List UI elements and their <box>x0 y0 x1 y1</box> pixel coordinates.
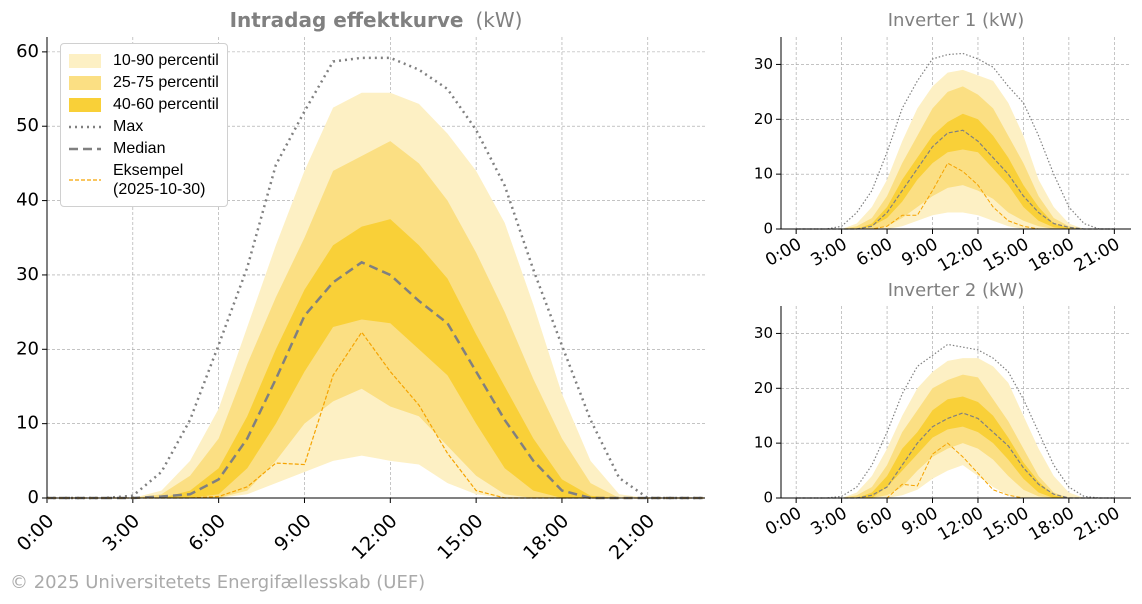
series-line <box>47 260 705 500</box>
legend-label: 10-90 percentil <box>113 52 219 69</box>
title-unit: (kW) <box>475 8 522 32</box>
legend-label: 25-75 percentil <box>113 74 219 91</box>
x-tick-label: 18:00 <box>1025 234 1077 276</box>
x-tick-label: 9:00 <box>270 510 316 556</box>
y-tick-label: 50 <box>16 115 39 136</box>
x-tick-label: 15:00 <box>980 234 1032 276</box>
x-tick-label: 6:00 <box>184 510 230 556</box>
title-main: Inverter 2 (kW) <box>888 280 1025 301</box>
legend-swatch <box>69 125 101 128</box>
y-tick-label: 30 <box>754 324 773 342</box>
x-tick-label: 6:00 <box>853 234 896 270</box>
swatch <box>69 75 101 90</box>
x-tick-label: 0:00 <box>762 503 805 539</box>
x-tick-label: 15:00 <box>980 503 1032 545</box>
legend-item: Median <box>67 139 219 158</box>
legend-item: Eksempel (2025-10-30) <box>67 161 219 199</box>
y-tick-label: 60 <box>16 41 39 62</box>
y-tick-label: 10 <box>754 165 773 183</box>
series-line <box>796 412 1115 499</box>
swatch <box>69 53 101 68</box>
title-main: Intradag effektkurve <box>230 8 464 32</box>
legend-label: Median <box>113 140 166 157</box>
x-tick-label: 18:00 <box>519 510 573 564</box>
legend-swatch <box>69 179 101 181</box>
x-tick-label: 9:00 <box>898 234 941 270</box>
legend-swatch <box>69 147 101 150</box>
y-tick-label: 10 <box>754 434 773 452</box>
y-tick-label: 0 <box>28 487 39 508</box>
percentile-band <box>796 113 1115 229</box>
x-tick-label: 9:00 <box>898 503 941 539</box>
legend-item: Max <box>67 117 219 136</box>
chart-title: Intradag effektkurve (kW) <box>230 8 523 32</box>
percentile-band <box>47 219 705 498</box>
x-tick-label: 12:00 <box>935 234 987 276</box>
x-tick-label: 0:00 <box>762 234 805 270</box>
x-tick-label: 12:00 <box>347 510 401 564</box>
percentile-band <box>796 396 1115 498</box>
legend-swatch <box>69 97 101 112</box>
x-tick-label: 21:00 <box>1071 234 1123 276</box>
footer: © 2025 Universitetets Energifællesskab (… <box>10 572 426 593</box>
series-line <box>47 56 705 500</box>
x-tick-label: 6:00 <box>853 503 896 539</box>
swatch <box>69 97 101 112</box>
x-tick-label: 12:00 <box>935 503 987 545</box>
legend-label: 40-60 percentil <box>113 96 219 113</box>
y-tick-label: 0 <box>763 220 773 238</box>
x-tick-label: 18:00 <box>1025 503 1077 545</box>
chart-title: Inverter 1 (kW) <box>888 10 1025 31</box>
x-tick-label: 0:00 <box>13 510 59 556</box>
y-tick-label: 20 <box>16 338 39 359</box>
x-tick-label: 21:00 <box>1071 503 1123 545</box>
y-tick-label: 20 <box>754 110 773 128</box>
chart-title: Inverter 2 (kW) <box>888 280 1025 301</box>
percentile-band <box>796 374 1115 498</box>
y-tick-label: 40 <box>16 190 39 211</box>
legend-item: 40-60 percentil <box>67 95 219 114</box>
legend-label: Max <box>113 118 144 135</box>
legend: 10-90 percentil 25-75 percentil 40-60 perc… <box>60 43 228 207</box>
x-tick-label: 15:00 <box>433 510 487 564</box>
legend-label: Eksempel (2025-10-30) <box>113 162 206 198</box>
series-line <box>796 129 1115 230</box>
legend-swatch <box>69 75 101 90</box>
y-tick-label: 10 <box>16 413 39 434</box>
legend-item: 10-90 percentil <box>67 51 219 70</box>
x-tick-label: 21:00 <box>605 510 659 564</box>
legend-item: 25-75 percentil <box>67 73 219 92</box>
legend-swatch <box>69 53 101 68</box>
x-tick-label: 3:00 <box>808 234 851 270</box>
percentile-band <box>796 86 1115 229</box>
y-tick-label: 0 <box>763 489 773 507</box>
title-main: Inverter 1 (kW) <box>888 10 1025 31</box>
x-tick-label: 3:00 <box>808 503 851 539</box>
x-tick-label: 3:00 <box>99 510 145 556</box>
y-tick-label: 30 <box>16 264 39 285</box>
series-line <box>796 52 1115 230</box>
y-tick-label: 30 <box>754 55 773 73</box>
y-tick-label: 20 <box>754 379 773 397</box>
